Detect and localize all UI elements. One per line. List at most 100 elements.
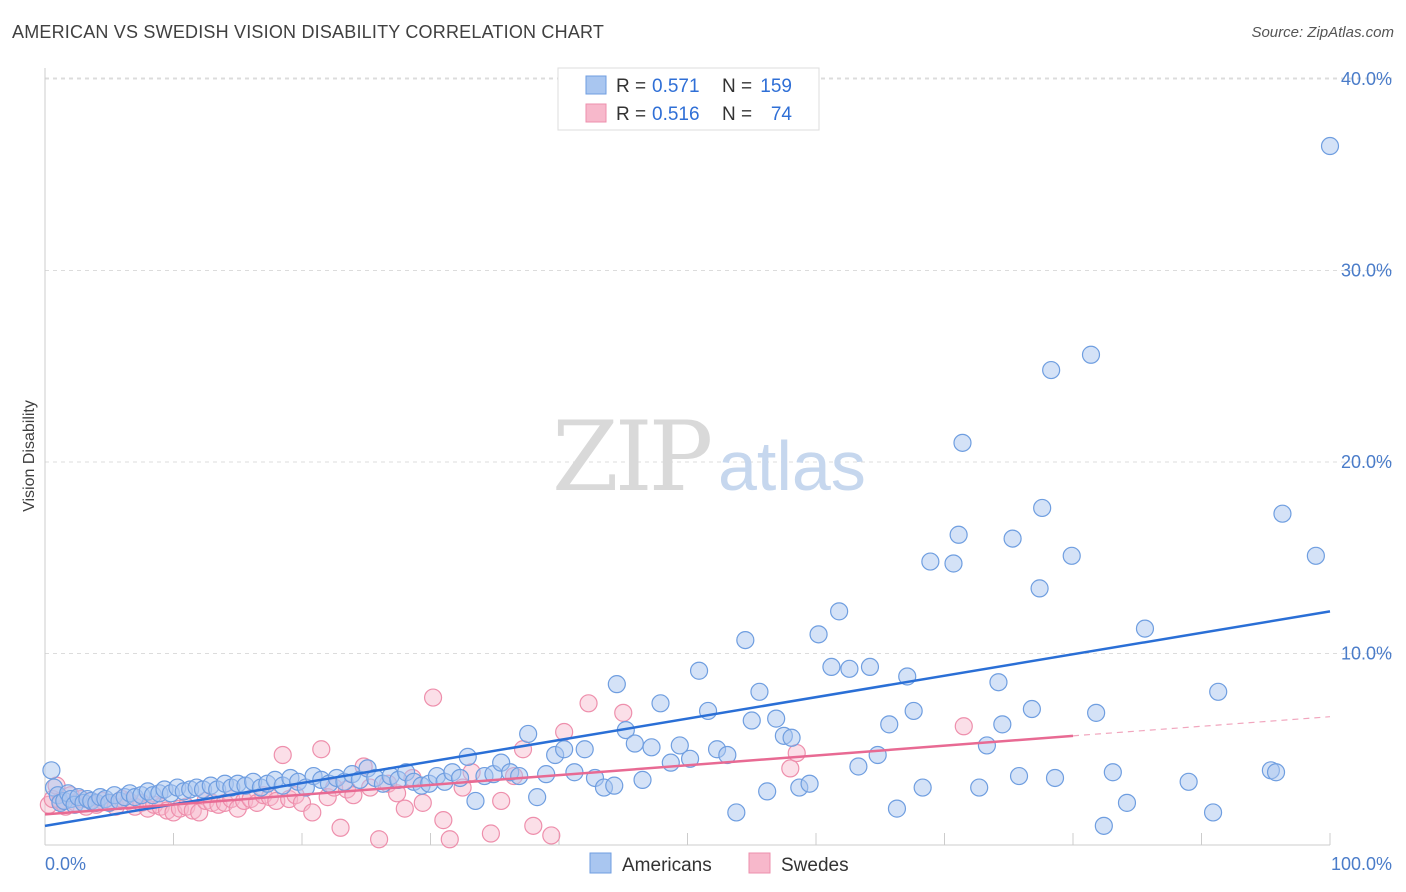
americans-point-106 <box>809 625 828 644</box>
americans-point-103 <box>782 728 801 747</box>
americans-point-131 <box>1042 360 1061 380</box>
swedes-point-70 <box>579 694 598 713</box>
x-tick-label-1: 100.0% <box>1331 854 1392 874</box>
x-tick-labels: 0.0% 100.0% <box>45 854 1392 874</box>
americans-point-89 <box>661 753 680 772</box>
americans-point-128 <box>1022 699 1041 719</box>
americans-point-67 <box>466 791 485 811</box>
americans-point-83 <box>607 675 626 694</box>
americans-point-72 <box>510 766 529 786</box>
americans-point-134 <box>1081 345 1101 364</box>
americans-point-116 <box>904 701 923 721</box>
swedes-point-67 <box>524 816 543 835</box>
swedes-trend-extension <box>1072 716 1331 737</box>
americans-point-145 <box>1273 504 1292 523</box>
americans-point-90 <box>670 736 689 755</box>
americans-point-122 <box>970 778 989 797</box>
americans-point-74 <box>528 788 547 807</box>
americans-point-107 <box>822 657 841 677</box>
legend-r-label-swedes: R = <box>616 104 646 125</box>
bottom-legend-swatch-americans <box>589 852 612 874</box>
series-legend: Americans Swedes <box>589 852 849 876</box>
americans-point-109 <box>840 659 859 678</box>
bottom-legend-americans: Americans <box>622 855 712 876</box>
americans-point-105 <box>800 774 819 793</box>
swedes-point-47 <box>331 818 350 837</box>
y-tick-label-3: 40.0% <box>1341 69 1392 89</box>
americans-point-73 <box>519 724 538 744</box>
y-tick-label-1: 20.0% <box>1341 452 1392 472</box>
legend-r-label-americans: R = <box>616 76 646 97</box>
americans-point-99 <box>750 682 769 701</box>
swedes-point-68 <box>542 826 561 845</box>
swedes-point-71 <box>614 703 633 722</box>
americans-point-113 <box>880 715 899 734</box>
americans-point-77 <box>555 740 574 759</box>
americans-point-114 <box>887 799 907 818</box>
americans-point-129 <box>1030 579 1049 598</box>
americans-point-121 <box>953 433 972 452</box>
americans-point-75 <box>537 765 556 784</box>
americans-point-120 <box>949 525 968 544</box>
y-axis-label: Vision Disability <box>21 400 38 512</box>
americans-point-86 <box>633 770 652 789</box>
swedes-trend-line <box>44 734 1074 816</box>
americans-point-91 <box>680 749 700 768</box>
americans-point-85 <box>625 734 644 753</box>
watermark-zip: ZIP <box>552 401 711 513</box>
swedes-point-72 <box>781 759 800 778</box>
legend-n-label-swedes: N = <box>722 104 752 125</box>
swedes-point-26 <box>190 803 209 822</box>
americans-point-119 <box>944 554 963 573</box>
watermark-atlas: atlas <box>718 427 866 505</box>
swedes-point-63 <box>481 824 500 843</box>
americans-point-111 <box>860 657 880 677</box>
swedes-point-52 <box>370 830 389 849</box>
americans-point-0 <box>42 761 61 780</box>
swedes-point-59 <box>434 811 453 830</box>
chart-title: AMERICAN VS SWEDISH VISION DISABILITY CO… <box>12 22 605 42</box>
swedes-point-73 <box>787 743 806 763</box>
americans-point-130 <box>1033 498 1052 518</box>
americans-point-133 <box>1062 546 1081 565</box>
americans-point-141 <box>1203 803 1223 822</box>
americans-point-100 <box>758 782 777 801</box>
legend-r-value-swedes: 0.516 <box>652 104 700 125</box>
americans-point-147 <box>1320 136 1340 156</box>
americans-point-112 <box>868 745 887 765</box>
americans-point-138 <box>1117 793 1137 812</box>
americans-point-136 <box>1094 816 1113 835</box>
axes <box>44 68 1331 846</box>
americans-point-142 <box>1209 682 1228 701</box>
swedes-point-60 <box>440 830 459 849</box>
americans-point-132 <box>1045 768 1065 788</box>
legend-n-value-americans: 159 <box>760 76 792 97</box>
americans-point-125 <box>993 715 1012 734</box>
americans-point-101 <box>767 709 786 728</box>
americans-point-123 <box>977 736 997 755</box>
americans-point-135 <box>1087 703 1106 722</box>
y-tick-labels: 10.0% 20.0% 30.0% 40.0% <box>1341 69 1392 664</box>
swedes-point-55 <box>395 799 414 818</box>
americans-point-82 <box>605 776 624 795</box>
y-tick-label-0: 10.0% <box>1341 644 1392 664</box>
americans-point-139 <box>1135 619 1155 638</box>
americans-point-137 <box>1103 763 1122 782</box>
swedes-point-74 <box>954 717 973 736</box>
legend-swatch-swedes <box>585 103 607 123</box>
americans-point-98 <box>742 711 761 730</box>
americans-point-97 <box>736 630 755 650</box>
swedes-point-58 <box>423 688 443 707</box>
y-tick-label-2: 30.0% <box>1341 261 1392 281</box>
americans-point-110 <box>849 757 868 776</box>
swedes-point-66 <box>513 740 533 759</box>
americans-point-146 <box>1306 546 1325 565</box>
bottom-legend-swedes: Swedes <box>781 855 849 876</box>
legend-n-label-americans: N = <box>722 76 752 97</box>
swedes-point-64 <box>492 791 511 811</box>
bottom-legend-swatch-swedes <box>748 852 771 874</box>
americans-point-117 <box>913 778 932 797</box>
americans-point-96 <box>727 803 746 822</box>
source-label: Source: ZipAtlas.com <box>1251 24 1394 41</box>
